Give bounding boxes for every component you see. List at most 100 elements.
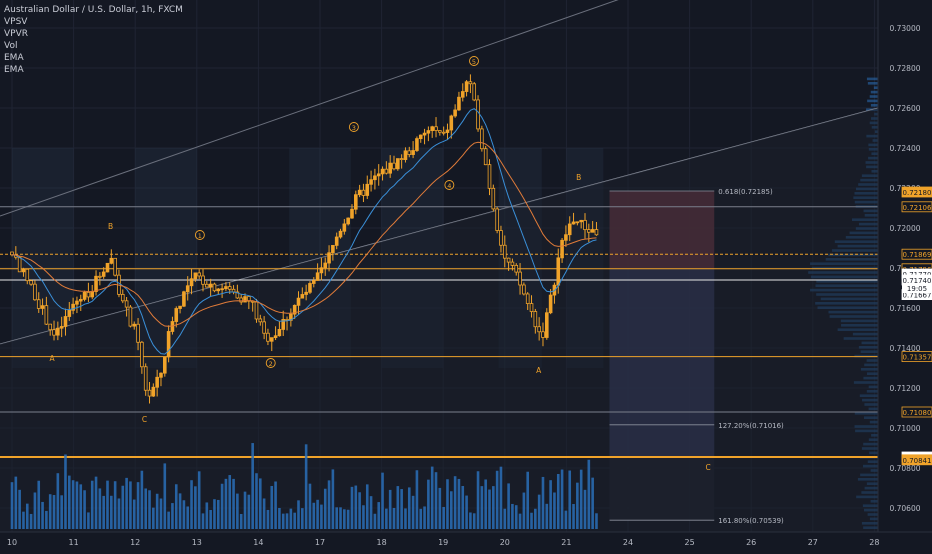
candle-body — [75, 300, 79, 305]
volume-profile-bar — [869, 95, 878, 98]
candle-body — [392, 162, 396, 170]
price-label-box — [901, 186, 932, 198]
volume-bar — [270, 485, 274, 529]
candle-body — [247, 296, 251, 302]
volume-bar — [503, 508, 507, 529]
volume-bar — [304, 444, 308, 529]
candle-body — [506, 257, 511, 263]
candle-body — [388, 162, 392, 174]
indicator-ema-1[interactable]: EMA — [4, 53, 24, 63]
volume-bar — [297, 500, 300, 529]
volume-bar — [377, 502, 381, 529]
volume-bar — [75, 481, 79, 529]
candle-body — [460, 91, 465, 98]
indicator-vpvr[interactable]: VPVR — [4, 29, 28, 39]
volume-bar — [251, 443, 254, 529]
candle-body — [29, 280, 33, 285]
countdown-box — [902, 283, 932, 293]
volume-bar — [68, 475, 71, 529]
volume-profile-bar — [870, 104, 878, 107]
price-label: 0.71869 — [903, 251, 932, 259]
volume-bar — [526, 471, 529, 529]
volume-bar — [427, 479, 430, 529]
y-tick-label: 0.72400 — [889, 144, 920, 153]
volume-bar — [262, 498, 266, 529]
candle-body — [468, 81, 473, 85]
volume-bar — [228, 475, 232, 529]
candle-body — [90, 291, 95, 298]
candle-body — [499, 230, 503, 246]
candle-body — [373, 175, 377, 181]
volume-bar — [190, 480, 193, 529]
volume-bar — [167, 511, 170, 529]
price-label: 0.71740 — [903, 277, 932, 285]
candle-body — [579, 219, 583, 223]
volume-bar — [220, 483, 224, 529]
volume-bar — [216, 499, 220, 529]
y-tick-label: 0.73000 — [889, 24, 920, 33]
volume-bar — [182, 500, 186, 529]
candle-body — [308, 283, 312, 293]
volume-bar — [537, 494, 541, 529]
candle-body — [193, 272, 198, 280]
volume-bar — [71, 480, 75, 529]
x-tick-label: 11 — [69, 538, 79, 547]
candle-body — [235, 291, 240, 299]
candle-body — [575, 221, 580, 224]
volume-bar — [10, 482, 14, 529]
volume-bar — [293, 512, 296, 529]
volume-bar — [453, 476, 457, 529]
candle-body — [212, 283, 217, 292]
volume-bar — [18, 489, 21, 529]
volume-bar — [148, 490, 151, 529]
volume-bar — [323, 488, 327, 529]
candle-body — [583, 219, 587, 231]
volume-bar — [560, 469, 564, 529]
candle-body — [189, 278, 194, 287]
volume-bar — [186, 506, 190, 529]
indicator-ema-2[interactable]: EMA — [4, 65, 24, 75]
candle-body — [71, 303, 75, 311]
volume-bar — [178, 493, 182, 529]
wave-label: 1 — [198, 232, 202, 240]
candle-body — [369, 179, 373, 185]
wave-label: 4 — [447, 182, 451, 190]
ema-slow-line — [11, 141, 597, 327]
candle-body — [403, 150, 408, 160]
volume-bar — [136, 482, 140, 529]
volume-bar — [358, 492, 361, 529]
volume-bar — [522, 492, 526, 529]
volume-bar — [37, 480, 41, 529]
volume-bar — [354, 485, 358, 529]
candle-body — [384, 168, 389, 174]
candle-body — [476, 99, 480, 130]
indicator-vpsv[interactable]: VPSV — [4, 17, 28, 27]
candle-body — [430, 126, 434, 131]
indicator-vol[interactable]: Vol — [4, 41, 18, 51]
candle-body — [128, 306, 133, 327]
x-tick-label: 14 — [253, 538, 263, 547]
y-tick-label: 0.70600 — [889, 504, 920, 513]
candle-body — [529, 303, 534, 312]
x-tick-label: 12 — [130, 538, 140, 547]
volume-bar — [201, 513, 205, 529]
volume-bar — [52, 495, 56, 529]
candle-body — [140, 341, 144, 368]
candle-body — [346, 217, 350, 225]
price-label-box — [901, 248, 932, 260]
volume-bar — [392, 507, 396, 529]
candle-body — [353, 194, 358, 210]
channel-shade — [0, 108, 878, 532]
y-tick-label: 0.71000 — [889, 424, 920, 433]
candle-body — [36, 299, 41, 309]
volume-bar — [102, 495, 105, 529]
x-tick-label: 26 — [746, 538, 756, 547]
volume-bar — [450, 491, 453, 529]
volume-bar — [83, 490, 86, 529]
volume-bar — [411, 495, 415, 529]
volume-bar — [583, 489, 587, 529]
candle-body — [94, 275, 98, 292]
candle-body — [109, 257, 114, 264]
volume-bar — [278, 507, 281, 529]
